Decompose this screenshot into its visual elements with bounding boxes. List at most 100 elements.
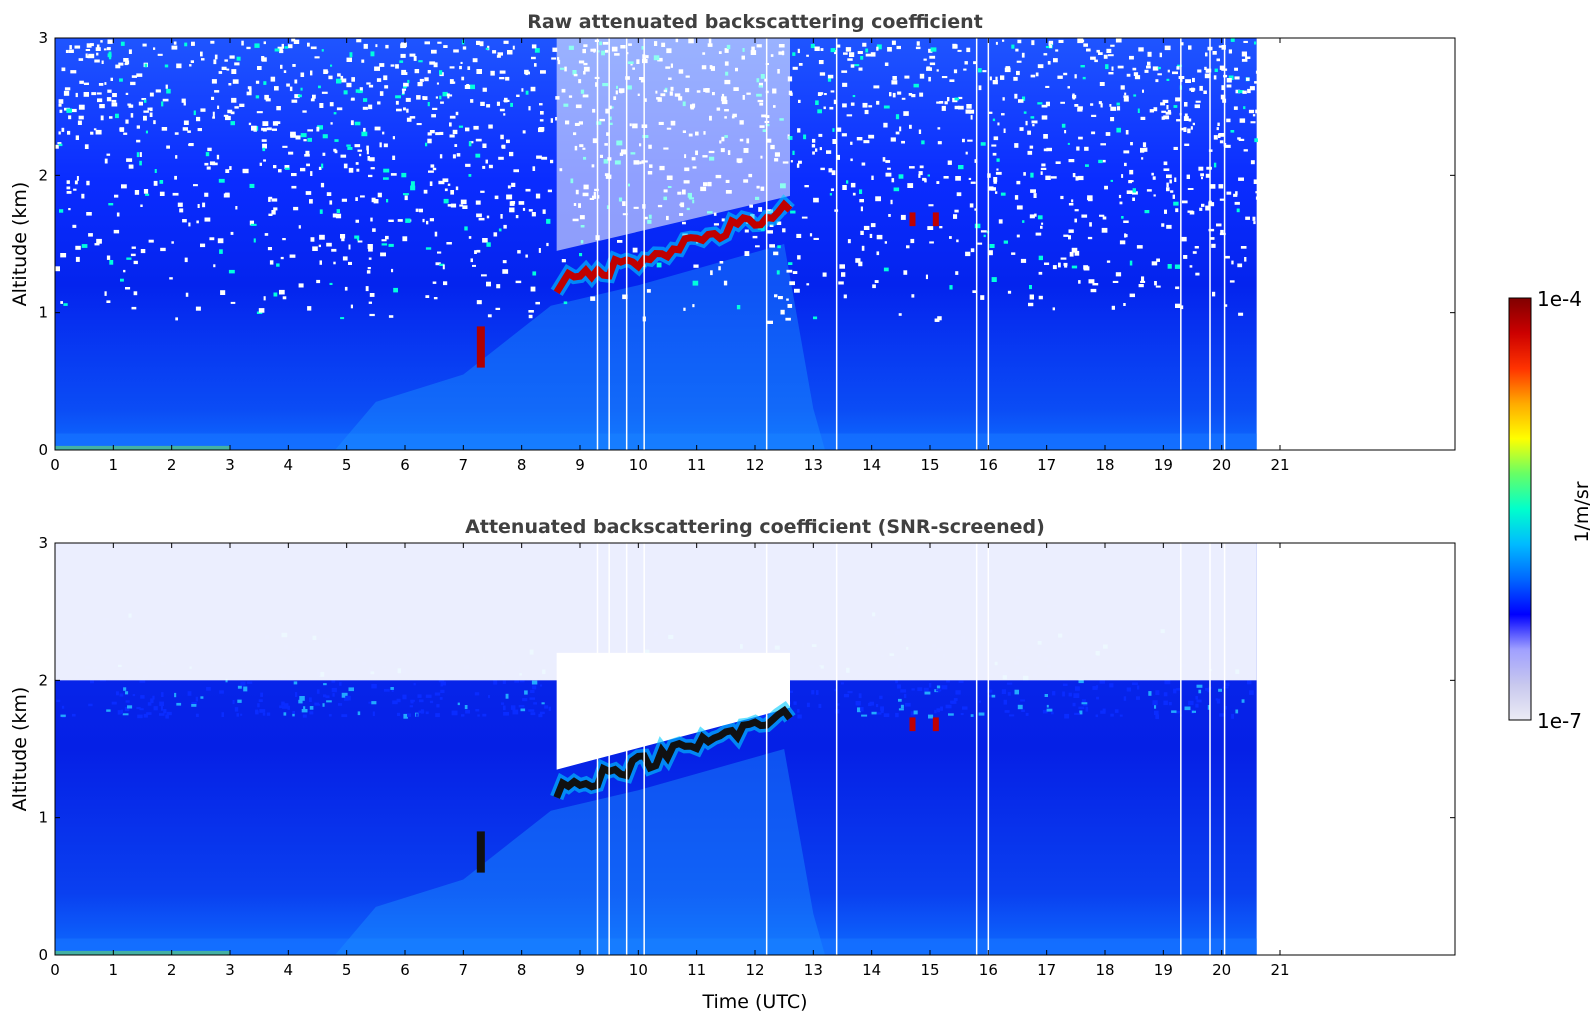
heatmap-speckle: [787, 304, 793, 308]
heatmap-speckle: [1234, 76, 1240, 80]
heatmap-speckle: [790, 210, 796, 214]
heatmap-speckle: [1109, 104, 1112, 107]
heatmap-speckle: [403, 82, 409, 87]
heatmap-speckle: [1132, 188, 1136, 193]
heatmap-speckle: [280, 64, 283, 69]
heatmap-speckle: [910, 238, 915, 244]
heatmap-speckle: [503, 705, 506, 711]
heatmap-speckle: [1196, 699, 1202, 703]
heatmap-speckle: [287, 44, 293, 49]
heatmap-speckle: [217, 105, 220, 109]
heatmap-speckle: [1235, 89, 1241, 94]
heatmap-speckle: [525, 90, 529, 95]
heatmap-speckle: [136, 139, 141, 143]
heatmap-speckle: [721, 218, 725, 222]
heatmap-speckle: [443, 45, 448, 48]
heatmap-speckle: [325, 695, 330, 699]
heatmap-speckle: [744, 251, 750, 256]
heatmap-speckle: [1200, 173, 1204, 177]
heatmap-speckle: [375, 44, 378, 48]
heatmap-speckle: [1147, 51, 1152, 57]
heatmap-speckle: [989, 76, 992, 81]
heatmap-speckle: [996, 168, 999, 171]
heatmap-speckle: [90, 43, 94, 47]
heatmap-speckle: [622, 294, 628, 300]
heatmap-speckle: [143, 115, 147, 121]
heatmap-speckle: [1077, 107, 1083, 112]
heatmap-speckle: [69, 45, 72, 50]
heatmap-speckle: [1129, 293, 1135, 298]
heatmap-speckle: [1230, 130, 1235, 133]
heatmap-speckle: [860, 707, 864, 712]
heatmap-speckle: [1040, 167, 1047, 170]
heatmap-speckle: [958, 105, 964, 110]
heatmap-speckle: [1060, 257, 1067, 260]
heatmap-speckle: [334, 139, 339, 142]
heatmap-speckle: [202, 202, 206, 208]
heatmap-speckle: [1231, 713, 1234, 719]
heatmap-speckle: [472, 264, 476, 267]
heatmap-speckle: [1226, 191, 1232, 195]
x-tick-label: 18: [1095, 961, 1114, 979]
heatmap-speckle: [1132, 67, 1137, 71]
heatmap-speckle: [1146, 65, 1151, 69]
heatmap-speckle: [1159, 52, 1162, 58]
heatmap-speckle: [1078, 679, 1084, 684]
heatmap-speckle: [1044, 694, 1048, 697]
heatmap-speckle: [136, 73, 143, 77]
heatmap-speckle: [973, 61, 977, 65]
heatmap-speckle: [1090, 56, 1096, 60]
heatmap-speckle: [1167, 109, 1171, 113]
heatmap-speckle: [1078, 175, 1084, 181]
heatmap-speckle: [322, 152, 326, 156]
heatmap-speckle: [1103, 54, 1108, 59]
heatmap-speckle: [425, 295, 430, 298]
heatmap-speckle: [86, 212, 92, 216]
heatmap-speckle: [367, 267, 371, 270]
heatmap-speckle: [1110, 117, 1115, 122]
heatmap-speckle: [413, 56, 417, 61]
heatmap-speckle: [109, 116, 113, 119]
heatmap-speckle: [1099, 679, 1105, 684]
heatmap-speckle: [410, 699, 414, 704]
heatmap-speckle: [466, 84, 470, 88]
heatmap-speckle: [140, 204, 143, 207]
heatmap-speckle: [1105, 132, 1111, 136]
heatmap-speckle: [121, 184, 127, 189]
heatmap-speckle: [451, 81, 456, 84]
heatmap-speckle: [812, 138, 816, 143]
heatmap-speckle: [100, 115, 104, 121]
heatmap-speckle: [1037, 64, 1044, 69]
heatmap-speckle: [898, 698, 902, 702]
heatmap-speckle: [1001, 689, 1006, 694]
x-tick-label: 11: [687, 456, 706, 474]
heatmap-speckle: [58, 99, 64, 104]
heatmap-speckle: [1146, 189, 1152, 192]
heatmap-speckle: [130, 253, 136, 257]
heatmap-speckle: [923, 58, 927, 61]
heatmap-speckle: [372, 711, 375, 717]
heatmap-speckle: [1199, 85, 1203, 91]
heatmap-speckle: [111, 102, 118, 107]
heatmap-speckle: [1050, 711, 1054, 715]
heatmap-speckle: [126, 158, 133, 162]
heatmap-speckle: [415, 713, 418, 717]
heatmap-speckle: [522, 207, 526, 211]
heatmap-speckle: [418, 60, 423, 63]
heatmap-speckle: [451, 710, 458, 716]
heatmap-speckle: [883, 713, 890, 717]
heatmap-speckle: [862, 102, 868, 108]
heatmap-speckle: [373, 199, 379, 204]
heatmap-surface-layer: [55, 938, 1257, 955]
heatmap-speckle: [143, 99, 147, 103]
heatmap-speckle: [300, 167, 306, 172]
heatmap-speckle: [120, 278, 124, 282]
panel-screened-ylabel: Altitude (km): [9, 687, 31, 812]
heatmap-speckle: [298, 283, 304, 288]
heatmap-speckle: [518, 201, 525, 205]
heatmap-speckle: [518, 705, 525, 708]
heatmap-speckle: [416, 123, 422, 126]
heatmap-speckle: [227, 109, 233, 114]
heatmap-speckle: [425, 247, 432, 250]
